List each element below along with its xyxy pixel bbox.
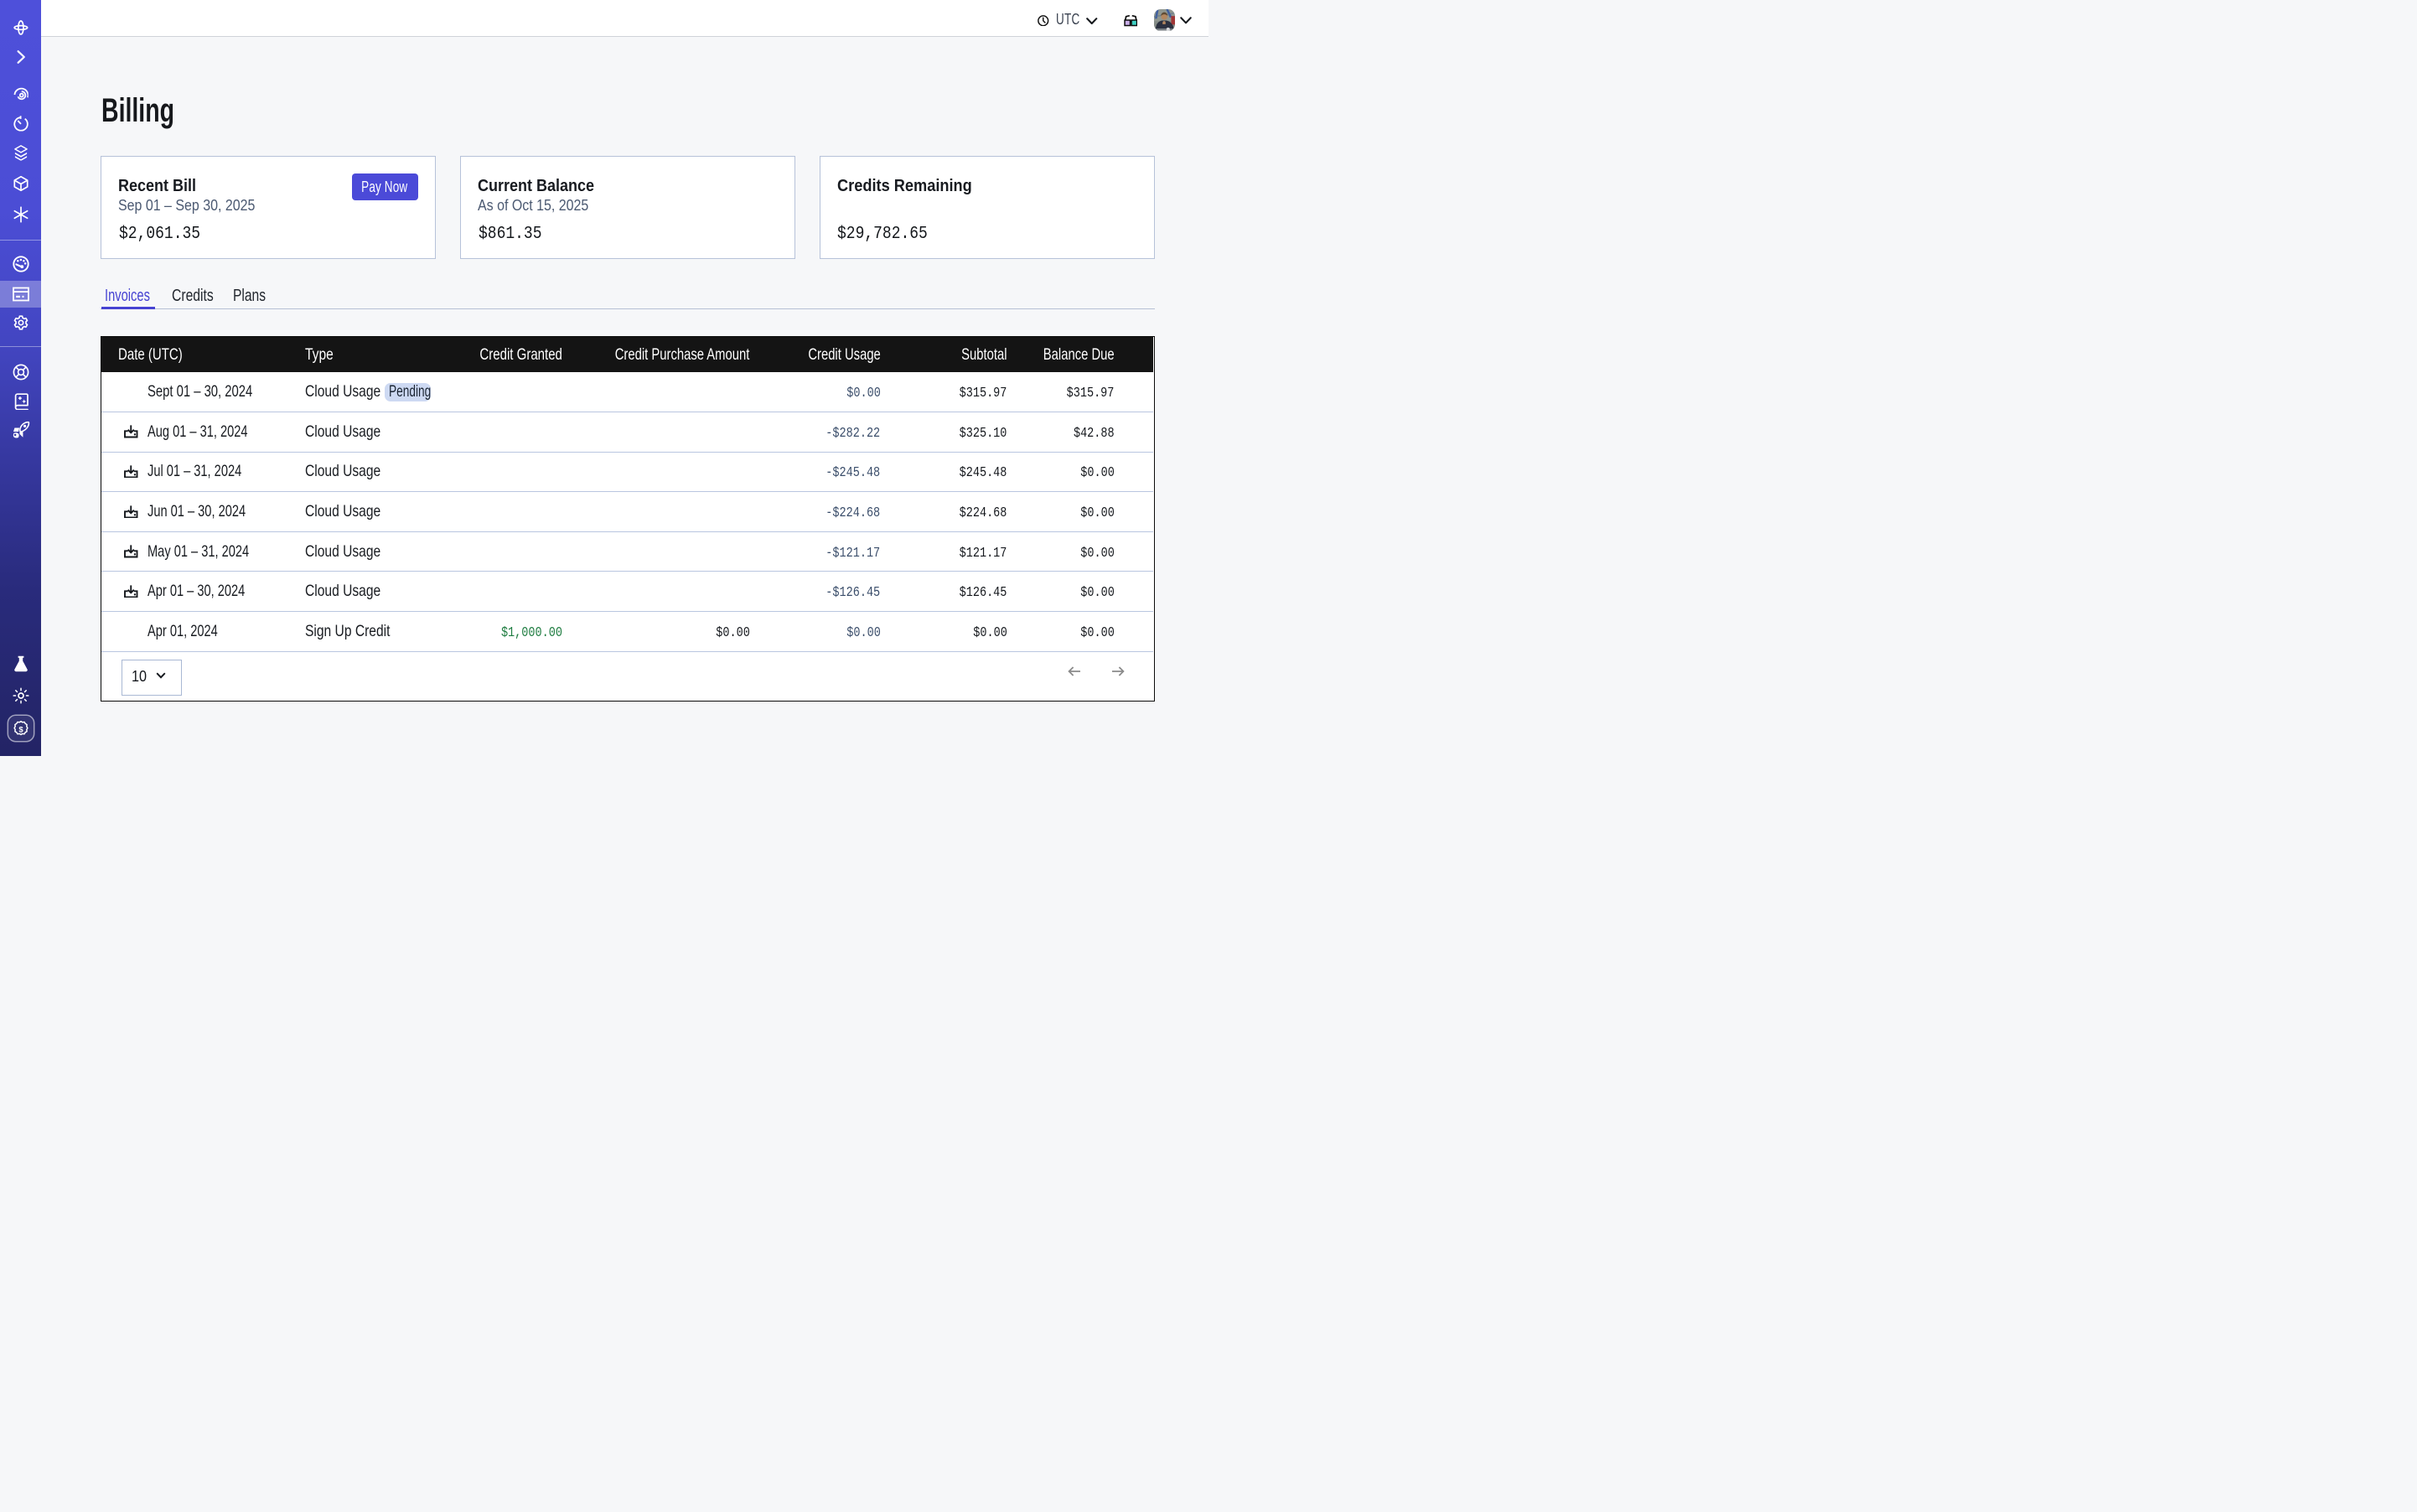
svg-text:$: $ [18,726,23,735]
